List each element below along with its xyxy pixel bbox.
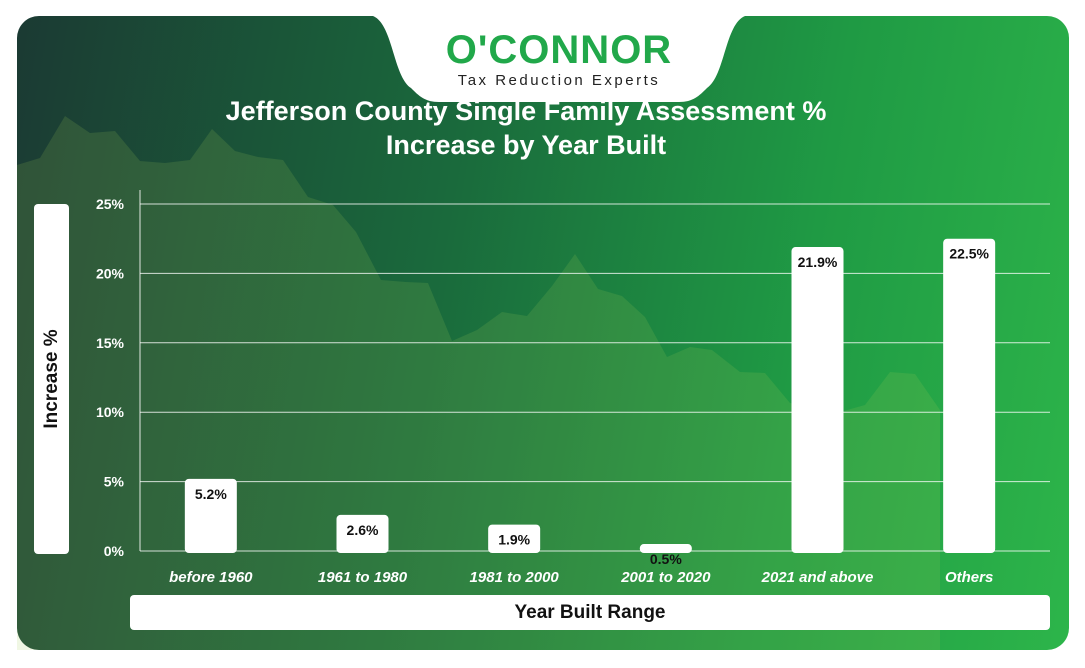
x-category-label: 1981 to 2000: [470, 569, 560, 586]
x-axis-label-box: Year Built Range: [130, 595, 1050, 630]
y-axis-label-box: Increase %: [34, 204, 69, 554]
bar: [943, 238, 996, 553]
bar: [488, 524, 541, 553]
data-label: 5.2%: [195, 486, 227, 502]
x-category-label: 2001 to 2020: [620, 569, 711, 586]
chart-title: Jefferson County Single Family Assessmen…: [160, 94, 892, 162]
y-axis-label: Increase %: [40, 329, 62, 429]
y-tick-label: 0%: [104, 543, 125, 559]
chart-title-line-2: Increase by Year Built: [385, 130, 667, 160]
y-tick-label: 15%: [96, 335, 125, 351]
x-category-label: before 1960: [169, 569, 253, 586]
data-label: 2.6%: [347, 522, 379, 538]
bar: [791, 247, 844, 553]
x-axis-label: Year Built Range: [514, 601, 666, 623]
data-label: 1.9%: [498, 532, 530, 548]
bar: [336, 514, 389, 553]
y-tick-label: 10%: [96, 404, 125, 420]
x-category-label: 2021 and above: [761, 569, 874, 586]
x-category-label: 1961 to 1980: [318, 569, 408, 586]
chart-title-line-1: Jefferson County Single Family Assessmen…: [225, 96, 827, 126]
brand-logo: O'CONNOR: [445, 28, 673, 72]
x-category-label: Others: [945, 569, 993, 586]
y-tick-label: 20%: [96, 265, 125, 281]
bar: [184, 478, 237, 553]
y-tick-label: 25%: [96, 196, 125, 212]
data-label: 0.5%: [650, 551, 682, 567]
y-tick-label: 5%: [104, 474, 125, 490]
background-area-decoration: [17, 116, 940, 650]
brand-tagline: Tax Reduction Experts: [457, 72, 661, 89]
logo-tab: O'CONNOR Tax Reduction Experts: [373, 16, 745, 102]
data-label: 21.9%: [798, 254, 838, 270]
data-label: 22.5%: [949, 246, 989, 262]
bar: [639, 544, 692, 553]
